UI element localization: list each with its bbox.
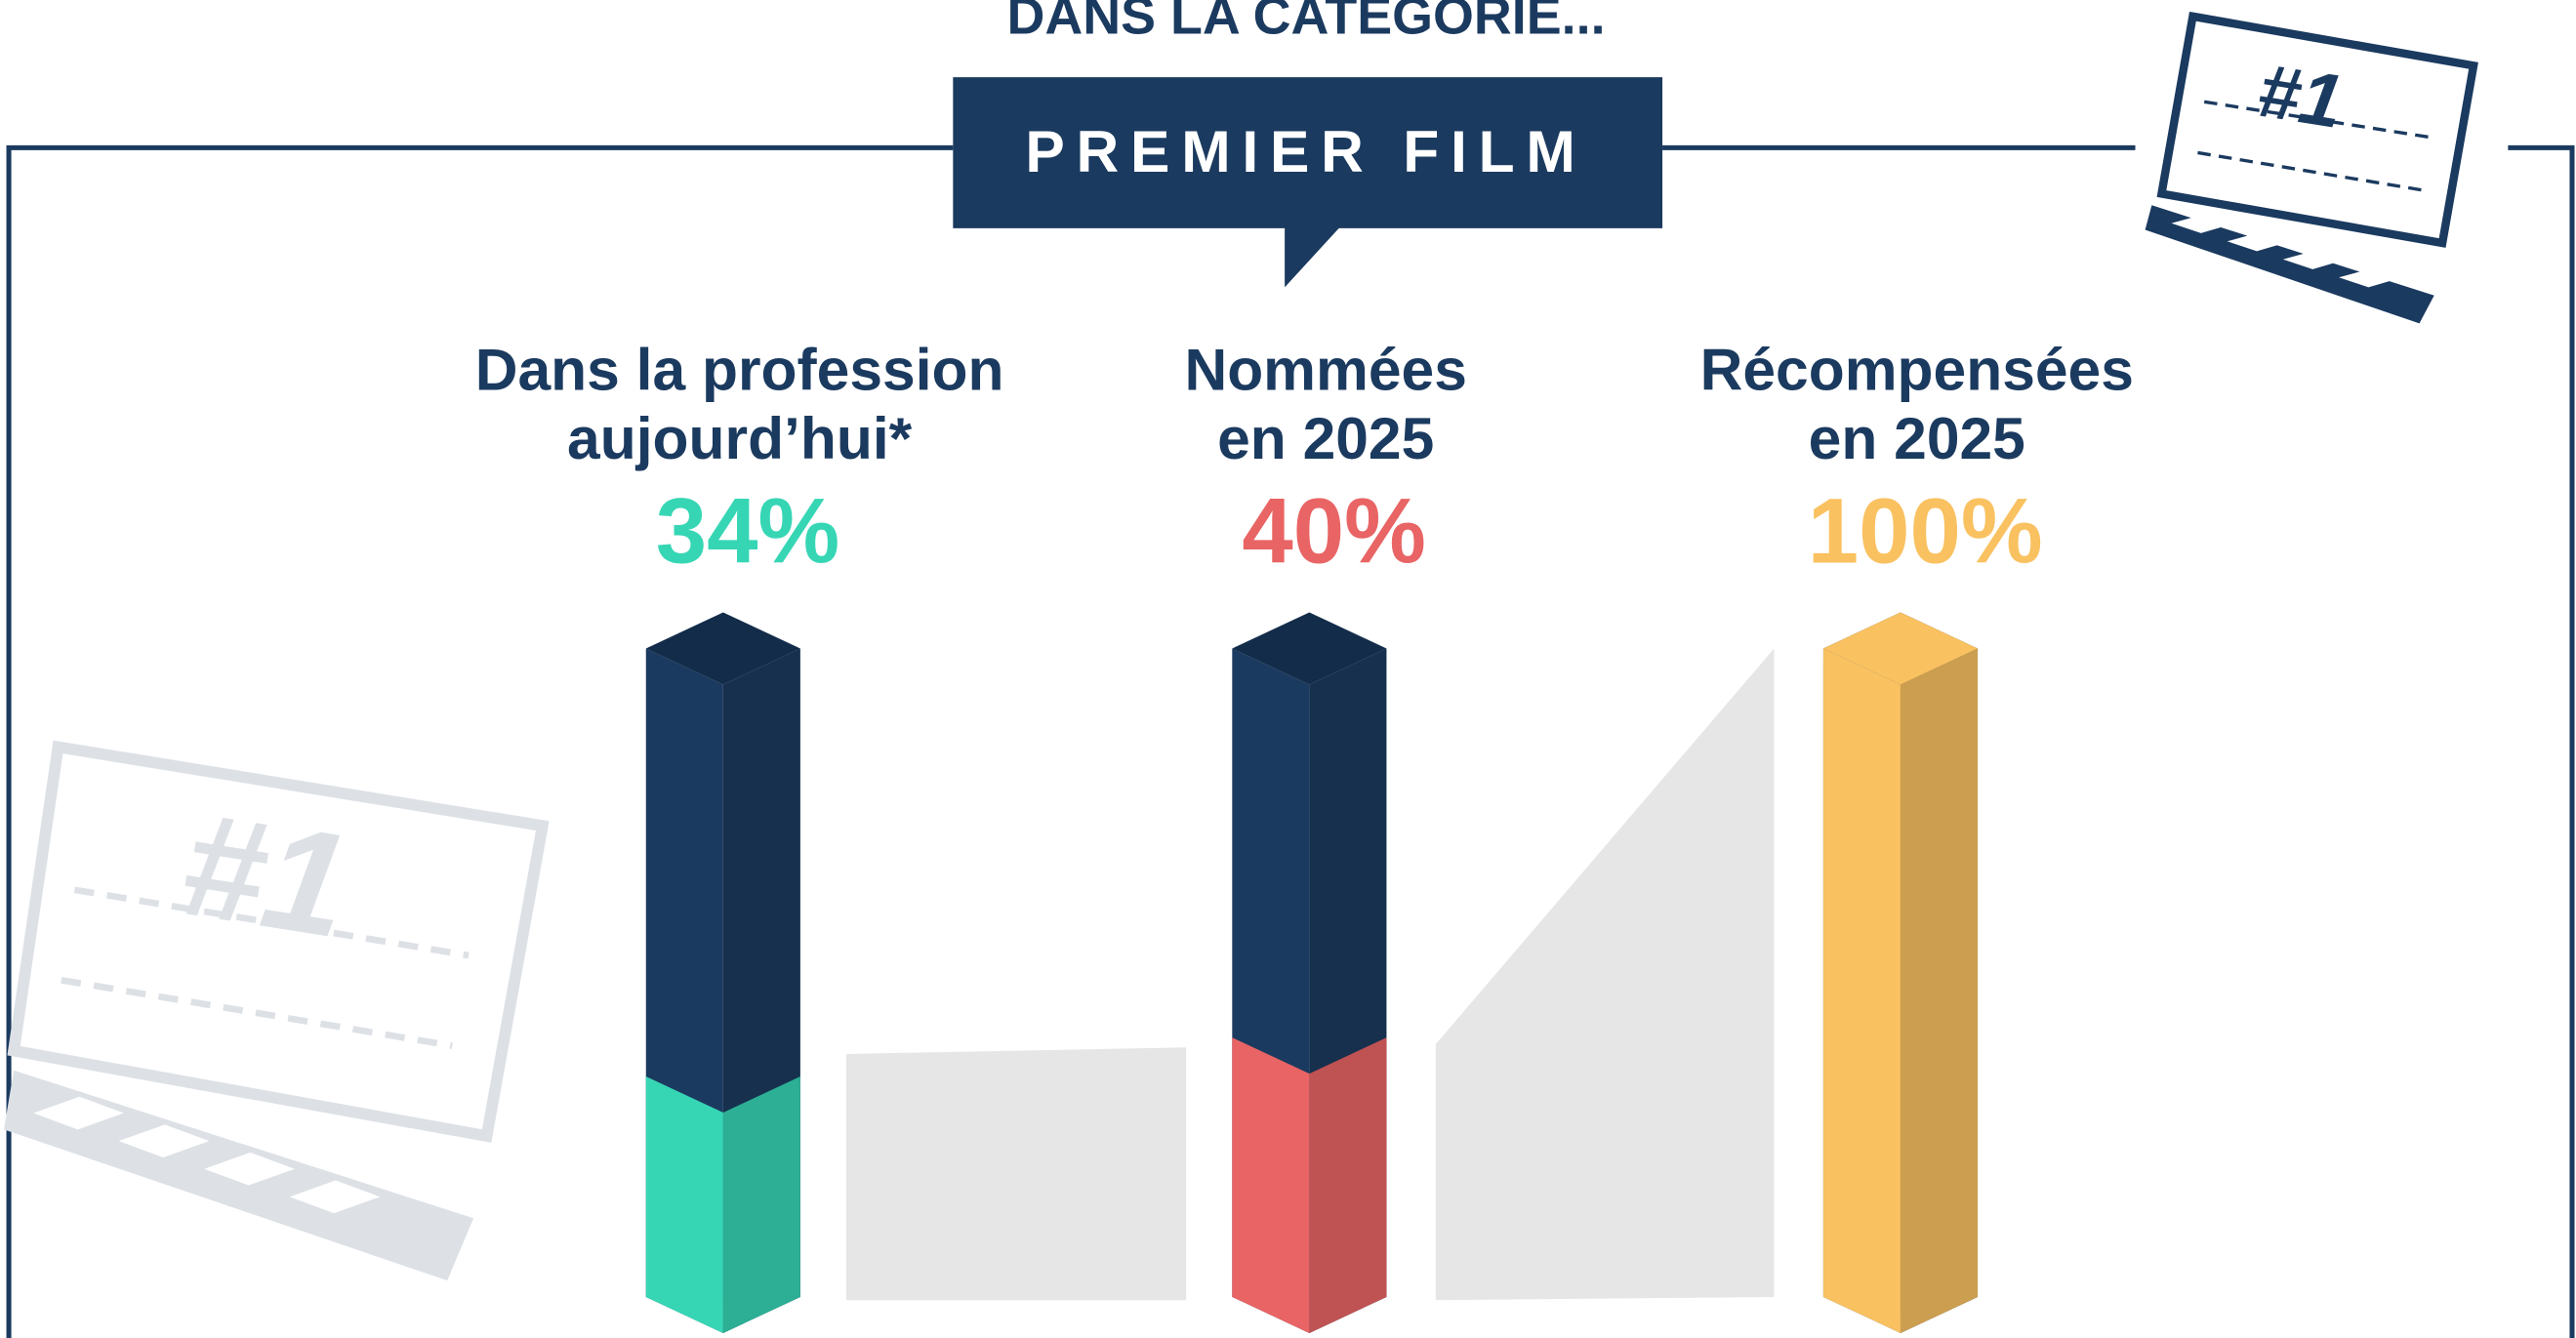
clapper-stripes <box>2171 215 2396 288</box>
bar <box>1309 1037 1387 1333</box>
category-label: aujourd’hui* <box>567 405 913 471</box>
value-label: 100% <box>1808 480 2043 583</box>
frame <box>6 144 954 1338</box>
bar <box>1900 648 1979 1333</box>
bar-top <box>645 612 800 685</box>
icon-label: #1 <box>171 781 359 969</box>
bar <box>645 1076 723 1333</box>
category-label: Récompensées <box>1700 337 2134 403</box>
clapperboard-icon: #1 <box>4 740 550 1281</box>
value-label: 34% <box>656 480 840 583</box>
board <box>7 740 550 1143</box>
title: PREMIER FILM <box>1025 118 1586 184</box>
category-label: en 2025 <box>1217 405 1434 471</box>
bar <box>722 1076 800 1333</box>
clapperboard-icon: #1 <box>2145 11 2478 324</box>
bar <box>1822 648 1901 1333</box>
category-label: Dans la profession <box>475 337 1004 403</box>
connector <box>1435 648 1775 1301</box>
connector <box>845 1047 1187 1301</box>
bar-top <box>1822 612 1979 685</box>
bar <box>1232 1037 1310 1333</box>
icon-label: #1 <box>2252 49 2348 144</box>
kicker: DANS LA CATÉGORIE... <box>1006 0 1605 45</box>
title-box <box>953 77 1663 288</box>
clapper-stripes <box>33 1096 381 1214</box>
clapper <box>2145 205 2434 324</box>
frame <box>2508 144 2575 1338</box>
value-label: 40% <box>1242 480 1426 583</box>
bar-top <box>1232 612 1387 685</box>
category-label: en 2025 <box>1809 405 2025 471</box>
category-label: Nommées <box>1184 337 1466 403</box>
